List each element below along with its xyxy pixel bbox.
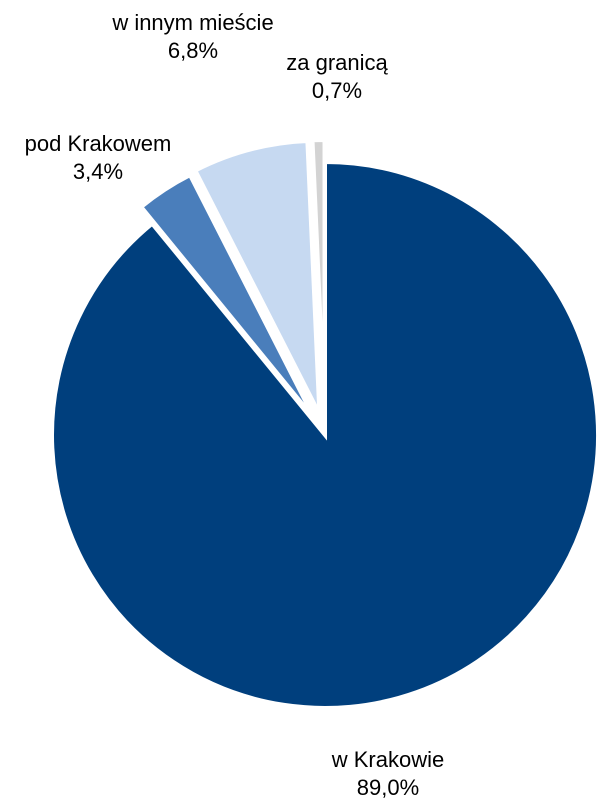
pie-slices [50,138,597,710]
pie-slice-za-granica [310,138,327,414]
pie-slice-pod-krakowem [138,172,316,420]
slice-value-za-granica: 0,7% [312,78,362,103]
slice-label-pod-krakowem: pod Krakowem [25,131,172,156]
slice-label-w-innym-miescie: w innym mieście [111,10,273,35]
pie-slice-w-innym-miescie [192,138,322,415]
pie-slice-w-krakowie [50,159,597,710]
slice-value-w-innym-miescie: 6,8% [168,38,218,63]
slice-value-w-krakowie: 89,0% [357,775,419,800]
slice-label-w-krakowie: w Krakowie [331,747,444,772]
slice-value-pod-krakowem: 3,4% [73,159,123,184]
slice-label-za-granica: za granicą [286,50,388,75]
